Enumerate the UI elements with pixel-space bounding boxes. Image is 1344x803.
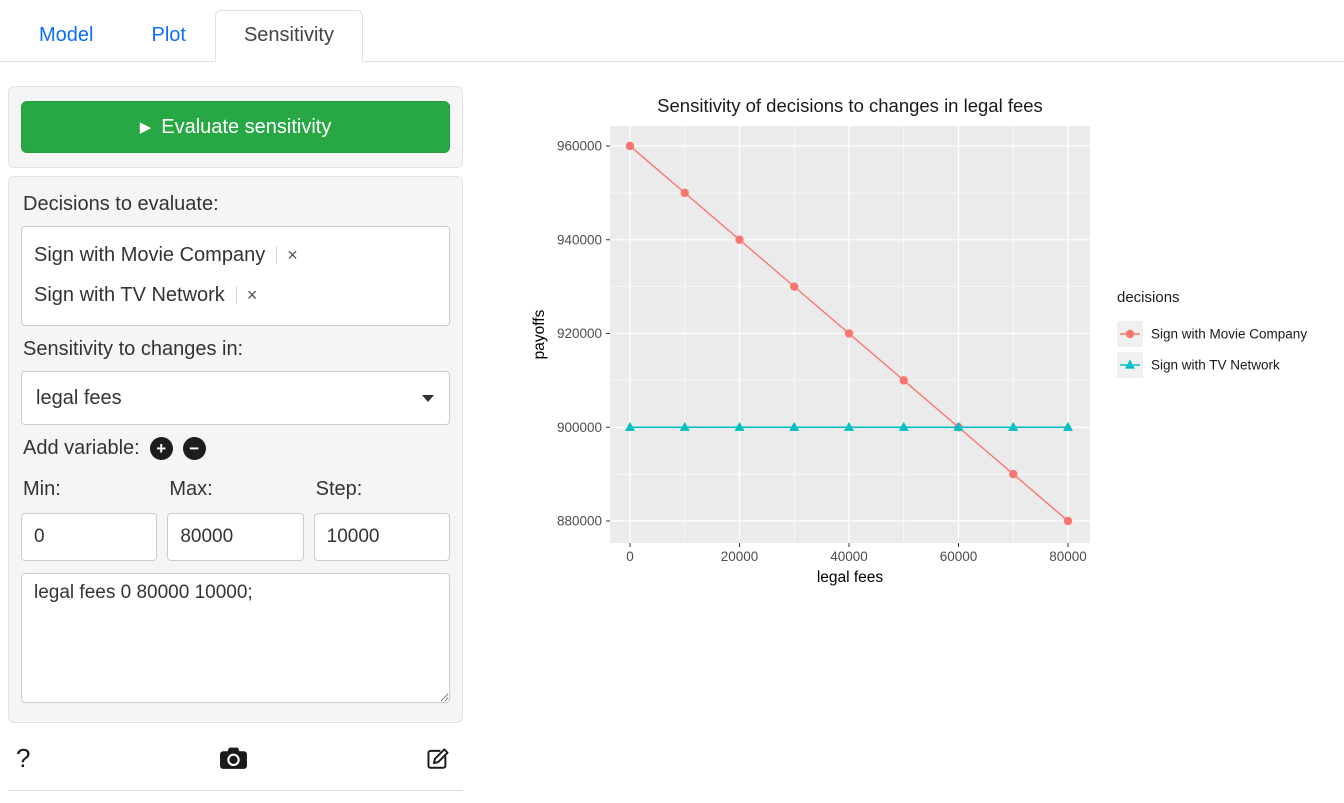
- series-1: [625, 421, 1073, 431]
- x-tick-label: 80000: [1049, 549, 1087, 564]
- y-tick-label: 880000: [557, 514, 602, 529]
- chevron-down-icon: [422, 395, 434, 402]
- tab-bar: Model Plot Sensitivity: [0, 0, 1344, 62]
- x-tick-label: 60000: [940, 549, 978, 564]
- add-variable-minus-button[interactable]: −: [182, 437, 206, 460]
- max-label: Max:: [169, 478, 213, 500]
- sidebar-footer: ?: [8, 731, 463, 791]
- evaluate-panel: ▶ Evaluate sensitivity: [8, 86, 463, 168]
- add-variable-label: Add variable:: [23, 437, 140, 459]
- decision-token-label: Sign with Movie Company: [34, 243, 266, 266]
- decision-token: Sign with TV Network ×: [34, 275, 437, 315]
- x-tick-label: 20000: [721, 549, 759, 564]
- evaluate-sensitivity-button[interactable]: ▶ Evaluate sensitivity: [21, 101, 450, 153]
- sensitivity-label: Sensitivity to changes in:: [23, 338, 244, 360]
- legend-label: Sign with TV Network: [1151, 358, 1280, 373]
- min-input[interactable]: [21, 513, 158, 561]
- x-axis-label: legal fees: [817, 569, 884, 586]
- evaluate-button-label: Evaluate sensitivity: [161, 115, 332, 138]
- sensitivity-plot: Sensitivity of decisions to changes in l…: [531, 95, 1307, 586]
- legend-title: decisions: [1117, 289, 1180, 306]
- variable-definition-textarea[interactable]: legal fees 0 80000 10000;: [21, 573, 450, 703]
- decisions-multiselect[interactable]: Sign with Movie Company × Sign with TV N…: [21, 226, 450, 326]
- remove-decision-button[interactable]: ×: [235, 286, 257, 304]
- screenshot-button[interactable]: [219, 746, 248, 771]
- camera-icon: [220, 747, 247, 769]
- min-max-step-inputs: [21, 513, 450, 561]
- x-tick-label: 40000: [830, 549, 868, 564]
- x-tick-label: 0: [626, 549, 634, 564]
- step-label: Step:: [315, 478, 363, 500]
- decision-token: Sign with Movie Company ×: [34, 235, 437, 275]
- add-variable-row: Add variable: + −: [23, 437, 450, 460]
- variable-select-value: legal fees: [36, 386, 122, 409]
- help-icon[interactable]: ?: [16, 743, 31, 773]
- remove-decision-button[interactable]: ×: [276, 246, 298, 264]
- chart-area: Sensitivity of decisions to changes in l…: [463, 62, 1344, 603]
- y-tick-label: 940000: [557, 232, 602, 247]
- play-icon: ▶: [139, 118, 152, 136]
- decision-token-label: Sign with TV Network: [34, 283, 225, 306]
- step-input[interactable]: [313, 513, 450, 561]
- y-tick-label: 900000: [557, 420, 602, 435]
- legend: decisions Sign with Movie Company Sign wit…: [1117, 289, 1307, 378]
- tab-plot[interactable]: Plot: [151, 24, 186, 46]
- series-0: [625, 141, 1073, 526]
- tab-sensitivity[interactable]: Sensitivity: [214, 10, 363, 62]
- chart-title: Sensitivity of decisions to changes in l…: [657, 95, 1043, 116]
- tab-model[interactable]: Model: [39, 24, 94, 46]
- y-axis-label: payoffs: [531, 309, 548, 359]
- min-label: Min:: [23, 478, 61, 500]
- sidebar: ▶ Evaluate sensitivity Decisions to eval…: [8, 86, 463, 791]
- controls-panel: Decisions to evaluate: Sign with Movie C…: [8, 176, 463, 723]
- y-tick-label: 920000: [557, 326, 602, 341]
- edit-icon: [427, 747, 449, 769]
- edit-button[interactable]: [425, 746, 451, 772]
- y-tick-label: 960000: [557, 139, 602, 154]
- variable-select[interactable]: legal fees: [21, 371, 450, 425]
- legend-label: Sign with Movie Company: [1151, 327, 1307, 342]
- max-input[interactable]: [167, 513, 304, 561]
- add-variable-plus-button[interactable]: +: [149, 437, 173, 460]
- min-max-step-labels: Min: Max: Step:: [21, 478, 450, 501]
- decisions-label: Decisions to evaluate:: [23, 193, 219, 215]
